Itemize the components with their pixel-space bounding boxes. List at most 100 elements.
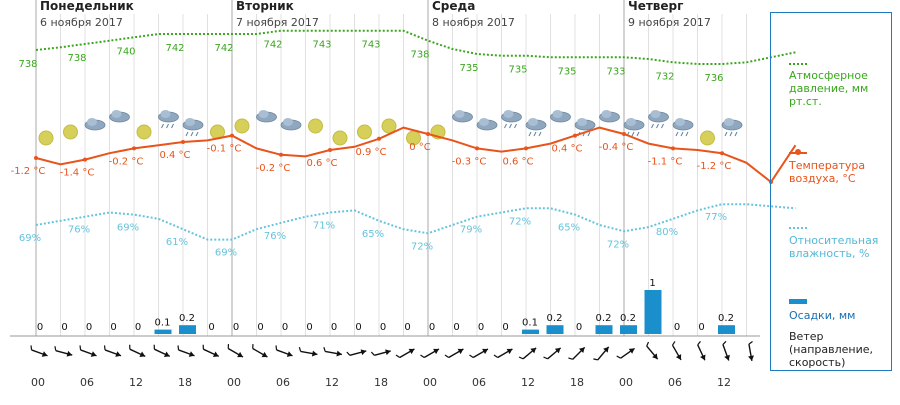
- time-tick-label: 12: [129, 376, 143, 389]
- pressure-value-label: 742: [263, 40, 282, 51]
- sun-icon: [63, 124, 78, 140]
- pressure-value-label: 738: [67, 53, 86, 64]
- pressure-line: [35, 29, 796, 65]
- cloud-puff: [650, 110, 661, 118]
- precip-value-label: 1: [649, 278, 655, 289]
- precip-value-label: 0: [233, 322, 239, 333]
- rain-cloud-icon: [574, 118, 596, 137]
- wind-arrow-tail: [543, 356, 548, 360]
- humidity-value-label: 65%: [362, 229, 384, 240]
- legend: Атмосферное давление, мм рт.ст. Температ…: [770, 12, 892, 371]
- day-date-label: 8 ноября 2017: [432, 16, 515, 29]
- wind-arrow-icon: [616, 347, 635, 359]
- cloud-puff: [552, 110, 563, 118]
- wind-arrow-head: [433, 348, 439, 355]
- rain-drop: [651, 123, 654, 129]
- precipitation-series: 0 0 0 0 0 0.1 0.2 0 0 0 0 0 0 0 0 0 0 0 0 0 0.1 0.2 0 0.2 0.2 1 0 0…: [37, 278, 735, 334]
- humidity-value-label: 65%: [558, 223, 580, 234]
- wind-arrow-head: [506, 348, 513, 355]
- wind-arrow-head: [385, 349, 391, 356]
- weather-icons: [38, 110, 743, 146]
- time-tick-label: 00: [423, 376, 437, 389]
- wind-arrow-head: [90, 351, 97, 357]
- precip-bar: [546, 325, 564, 334]
- rain-drop: [685, 131, 689, 137]
- temperature-value-label: -0.2 °C: [256, 163, 291, 174]
- humidity-value-label: 79%: [460, 225, 482, 236]
- wind-arrow-icon: [493, 348, 513, 359]
- day-name-label: Четверг: [628, 0, 683, 13]
- wind-arrow-head: [628, 348, 635, 354]
- humidity-value-label: 76%: [68, 225, 90, 236]
- sun-icon: [38, 130, 54, 146]
- rain-drop: [631, 131, 635, 137]
- precip-value-label: 0.2: [547, 313, 563, 324]
- temperature-value-label: -1.1 °C: [648, 156, 683, 167]
- wind-arrow-head: [482, 348, 488, 355]
- humidity-value-label: 69%: [215, 248, 237, 259]
- wind-arrow-tail: [593, 358, 598, 361]
- wind-arrow-icon: [697, 340, 706, 361]
- temperature-value-label: 0.6 °C: [306, 158, 337, 169]
- wind-arrow-icon: [275, 345, 293, 357]
- wind-arrow-tail: [568, 357, 573, 360]
- humidity-legend-label: Относительная влажность, %: [789, 234, 879, 260]
- humidity-value-label: 61%: [166, 237, 188, 248]
- temperature-point: [720, 151, 724, 156]
- precip-value-label: 0.2: [718, 313, 734, 324]
- wind-arrow-tail: [722, 340, 727, 345]
- wind-arrow-tail: [177, 345, 180, 350]
- temperature-point: [671, 146, 675, 151]
- rain-drop: [675, 131, 679, 137]
- precip-value-label: 0: [453, 322, 459, 333]
- wind-arrow-icon: [202, 344, 220, 358]
- precip-bar: [718, 325, 735, 334]
- humidity-legend-swatch: [789, 227, 807, 229]
- temperature-value-label: -1.4 °C: [60, 168, 95, 179]
- wind-arrow-icon: [469, 348, 489, 359]
- wind-arrow-head: [139, 351, 146, 357]
- rain-drop: [504, 123, 507, 129]
- pressure-value-label: 735: [508, 65, 527, 76]
- sun-icon: [136, 124, 152, 140]
- wind-arrow-tail: [616, 355, 621, 359]
- wind-arrow-head: [66, 350, 73, 357]
- humidity-value-label: 69%: [117, 223, 139, 234]
- temperature-value-label: 0.9 °C: [355, 147, 386, 158]
- wind-arrow-tail: [323, 346, 326, 352]
- rain-drop: [190, 131, 194, 137]
- temperature-value-label: -0.3 °C: [452, 156, 487, 167]
- rain-drop: [538, 131, 542, 137]
- precip-value-label: 0: [698, 322, 704, 333]
- time-tick-label: 00: [227, 376, 241, 389]
- rain-cloud-icon: [158, 110, 179, 129]
- cloud-puff: [675, 118, 685, 126]
- wind-arrow-head: [530, 347, 537, 354]
- rain-drop: [661, 123, 664, 129]
- temperature-value-label: 0 °C: [409, 142, 431, 153]
- rain-drop: [656, 123, 659, 129]
- rain-drop: [734, 131, 738, 137]
- wind-arrow-head: [554, 347, 561, 354]
- pressure-value-label: 735: [459, 63, 478, 74]
- rain-drop: [587, 131, 591, 137]
- wind-arrow-tail: [646, 341, 650, 347]
- wind-arrow-tail: [671, 341, 676, 346]
- cloud-puff: [601, 110, 612, 118]
- sun-icon: [381, 118, 397, 134]
- cloud-puff: [577, 118, 587, 126]
- wind-arrow-head: [724, 354, 730, 361]
- rain-cloud-icon: [182, 118, 204, 137]
- cloud-icon: [109, 110, 130, 123]
- cloud-puff: [283, 118, 293, 126]
- wind-arrow-icon: [395, 348, 415, 359]
- precip-value-label: 0: [380, 322, 386, 333]
- temperature-value-label: -1.2 °C: [11, 166, 46, 177]
- wind-arrow-head: [652, 353, 658, 360]
- precip-bar: [595, 325, 613, 334]
- wind-arrow-icon: [722, 340, 730, 361]
- sun-icon: [308, 118, 323, 134]
- temperature-value-label: -0.2 °C: [109, 156, 144, 167]
- wind-arrow-head: [675, 354, 682, 360]
- humidity-value-label: 72%: [607, 239, 629, 250]
